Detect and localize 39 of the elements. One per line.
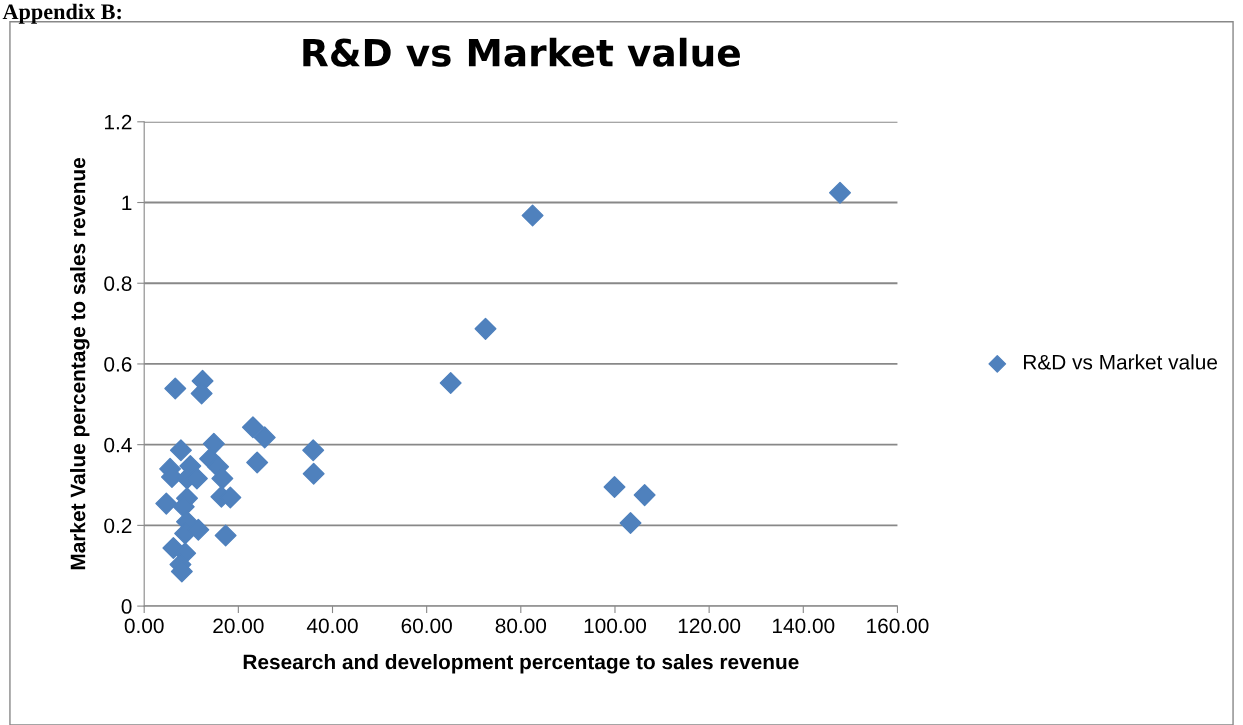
point bbox=[202, 432, 225, 455]
x-tick-label: 140.00 bbox=[773, 618, 835, 634]
point bbox=[164, 377, 187, 400]
chart-title: R&D vs Market value bbox=[303, 37, 740, 67]
x-tick-label: 20.00 bbox=[213, 618, 264, 634]
y-tick-label: 0.4 bbox=[104, 437, 132, 453]
y-axis-title: Market Value percentage to sales revenue bbox=[70, 157, 90, 570]
legend-label: R&D vs Market value bbox=[1024, 354, 1218, 370]
x-tick-label: 100.00 bbox=[584, 618, 647, 634]
point bbox=[155, 492, 178, 515]
x-tick-label: 60.00 bbox=[401, 618, 452, 634]
y-tick-label: 1.2 bbox=[105, 114, 132, 130]
x-tick-label: 160.00 bbox=[867, 618, 929, 634]
point bbox=[633, 484, 656, 507]
point bbox=[619, 511, 642, 534]
point bbox=[521, 204, 544, 227]
x-tick-label: 80.00 bbox=[495, 618, 547, 634]
point bbox=[169, 439, 192, 462]
point bbox=[241, 416, 264, 439]
text: Appendix B: bbox=[2, 3, 121, 24]
y-tick-label: 0 bbox=[121, 599, 132, 614]
point bbox=[214, 524, 237, 547]
point bbox=[439, 371, 462, 394]
point bbox=[829, 181, 852, 204]
point bbox=[302, 462, 325, 485]
x-axis-title: Research and development percentage to sales revenue bbox=[243, 653, 799, 674]
y-tick-label: 0.8 bbox=[104, 276, 132, 291]
x-tick-label: 120.00 bbox=[678, 618, 741, 634]
point bbox=[246, 451, 269, 474]
point bbox=[603, 476, 626, 499]
point bbox=[253, 426, 276, 449]
point bbox=[474, 317, 497, 340]
point bbox=[302, 439, 325, 462]
y-tick-label: 0.6 bbox=[104, 356, 132, 372]
y-tick-label: 0.2 bbox=[104, 518, 132, 534]
y-tick-label: 1 bbox=[122, 195, 132, 211]
x-tick-label: 40.00 bbox=[306, 618, 358, 634]
point bbox=[211, 467, 234, 490]
x-tick-label: 0.00 bbox=[124, 618, 164, 634]
